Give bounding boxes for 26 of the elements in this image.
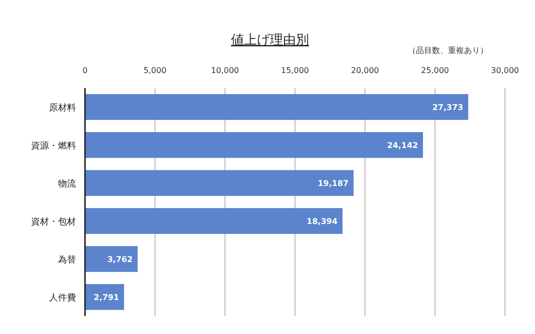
x-tick-label: 15,000 bbox=[281, 66, 309, 75]
x-tick-label: 0 bbox=[82, 66, 88, 75]
data-label: 2,791 bbox=[94, 293, 120, 302]
data-label: 18,394 bbox=[306, 217, 338, 226]
bar bbox=[85, 170, 354, 196]
y-tick-label: 為替 bbox=[58, 254, 76, 266]
y-tick-label: 資源・燃料 bbox=[31, 140, 76, 152]
chart-title: 値上げ理由別 bbox=[231, 33, 309, 48]
x-tick-label: 20,000 bbox=[351, 66, 379, 75]
y-tick-label: 資材・包材 bbox=[31, 216, 76, 228]
data-label: 19,187 bbox=[318, 179, 349, 188]
bar bbox=[85, 94, 468, 120]
x-tick-label: 25,000 bbox=[421, 66, 449, 75]
y-tick-label: 物流 bbox=[58, 178, 76, 190]
y-tick-label: 人件費 bbox=[49, 292, 76, 304]
bar bbox=[85, 246, 138, 272]
x-tick-label: 5,000 bbox=[144, 66, 166, 75]
data-label: 24,142 bbox=[387, 141, 418, 150]
bar bbox=[85, 208, 343, 234]
x-tick-label: 30,000 bbox=[491, 66, 519, 75]
bar bbox=[85, 132, 423, 158]
data-label: 3,762 bbox=[107, 255, 133, 264]
y-tick-label: 原材料 bbox=[49, 102, 76, 114]
x-tick-label: 10,000 bbox=[211, 66, 239, 75]
data-label: 27,373 bbox=[432, 103, 464, 112]
chart-subtitle: （品目数、重複あり） bbox=[408, 46, 488, 55]
